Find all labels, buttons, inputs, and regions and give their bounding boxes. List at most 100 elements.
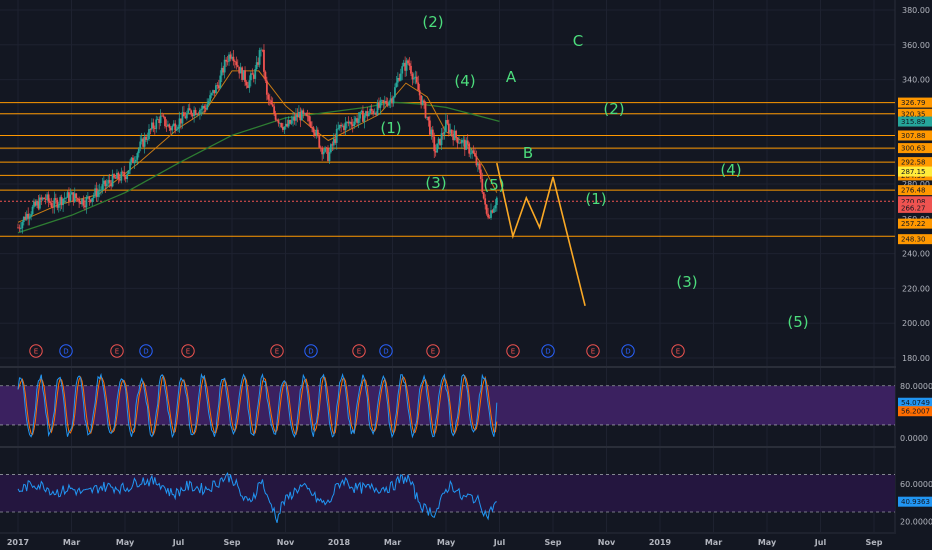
candle-body (334, 138, 337, 143)
candle-body (433, 136, 436, 152)
time-axis: 2017 Mar May Jul Sep Nov 2018 Mar May Jul Sep Nov 20… (7, 538, 883, 547)
candle-body (169, 127, 172, 131)
candle-body (196, 113, 198, 115)
earnings-marker[interactable]: E (506, 344, 520, 358)
candle-body (363, 115, 366, 122)
dividend-marker[interactable]: D (139, 344, 153, 358)
candle-body (297, 111, 300, 118)
event-letter: E (357, 348, 361, 356)
dividend-marker[interactable]: D (541, 344, 555, 358)
candle-body (171, 125, 174, 131)
wave-label: (4) (454, 72, 475, 90)
candles (17, 44, 498, 234)
level-badge (898, 130, 932, 141)
candle-body (407, 60, 409, 64)
dividend-marker[interactable]: D (621, 344, 635, 358)
stoch-value-text: 54.0749 (901, 399, 930, 407)
event-circle (541, 344, 555, 358)
rsi-value-text: 40.9363 (901, 498, 930, 506)
candle-body (487, 213, 489, 218)
candle-body (139, 141, 142, 149)
rsi-value-badge (898, 496, 932, 507)
candle-body (415, 76, 418, 83)
candle-body (414, 76, 417, 79)
candle-body (396, 78, 399, 83)
event-letter: D (545, 348, 550, 356)
dividend-marker[interactable]: D (304, 344, 318, 358)
earnings-marker[interactable]: E (270, 344, 284, 358)
earnings-marker[interactable]: E (426, 344, 440, 358)
candle-body (156, 119, 159, 121)
candle-body (344, 122, 347, 131)
candle-body (68, 192, 70, 201)
time-tick: Mar (384, 538, 401, 547)
earnings-marker[interactable]: E (29, 344, 43, 358)
level-badge (898, 234, 932, 245)
candle-body (421, 100, 424, 105)
candle-body (277, 120, 280, 124)
candle-body (228, 54, 230, 62)
candle-body (354, 118, 357, 122)
price-tick: 240.00 (902, 250, 930, 259)
candle-body (423, 100, 425, 103)
candle-body (360, 110, 363, 113)
candle-body (350, 121, 353, 125)
earnings-marker[interactable]: E (181, 344, 195, 358)
candle-body (180, 118, 182, 124)
candle-body (120, 171, 123, 181)
candle-body (458, 142, 460, 144)
candle-body (251, 73, 254, 75)
candle-body (479, 169, 482, 179)
wave-label: (2) (603, 100, 624, 118)
candle-body (239, 67, 242, 74)
candle-body (219, 75, 222, 89)
candle-body (383, 100, 386, 103)
event-circle (181, 344, 195, 358)
candle-body (216, 85, 219, 87)
candle-body (373, 112, 376, 114)
candle-body (98, 190, 101, 192)
price-badge (898, 196, 932, 207)
price-badge (898, 202, 932, 213)
stoch-rsi-pane (0, 372, 895, 439)
candle-body (79, 202, 82, 205)
candle-body (209, 95, 212, 102)
candle-body (225, 59, 228, 62)
earnings-marker[interactable]: E (110, 344, 124, 358)
candle-body (158, 119, 161, 124)
candle-body (447, 123, 450, 133)
event-circle (59, 344, 73, 358)
candle-body (287, 119, 290, 127)
candle-body (232, 56, 235, 62)
earnings-marker[interactable]: E (671, 344, 685, 358)
level-badge-text: 320.35 (901, 110, 926, 118)
candle-body (281, 126, 284, 130)
event-letter: E (591, 348, 595, 356)
candle-body (385, 100, 388, 104)
dividend-marker[interactable]: D (379, 344, 393, 358)
event-circle (304, 344, 318, 358)
dividend-marker[interactable]: D (59, 344, 73, 358)
candle-body (69, 194, 72, 201)
wave-label: (1) (380, 119, 401, 137)
candle-body (331, 144, 334, 146)
candle-body (193, 109, 196, 117)
event-letter: D (383, 348, 388, 356)
candle-body (181, 112, 184, 124)
candle-body (134, 159, 137, 162)
rsi-tick: 20.0000 (900, 517, 932, 526)
candle-body (213, 90, 216, 94)
candle-body (440, 133, 443, 146)
event-circle (270, 344, 284, 358)
candle-body (452, 133, 455, 141)
candle-body (114, 177, 117, 179)
stoch-k-line (17, 372, 498, 439)
earnings-marker[interactable]: E (352, 344, 366, 358)
candle-body (204, 108, 207, 110)
earnings-marker[interactable]: E (586, 344, 600, 358)
candle-body (145, 136, 147, 140)
candle-body (267, 94, 270, 100)
